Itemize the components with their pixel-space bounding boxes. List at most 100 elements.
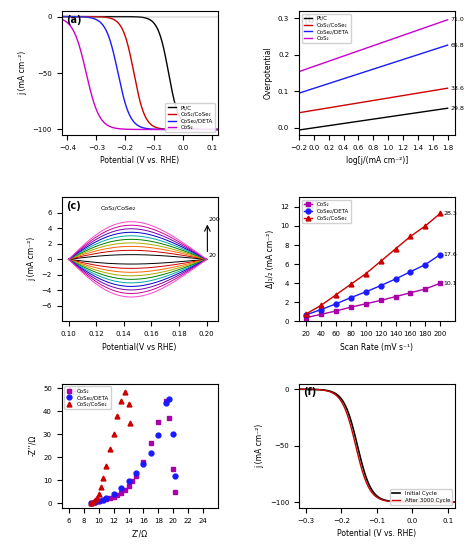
CoS₂/CoSe₂ bbox=[94, 495, 100, 501]
Initial Cycle bbox=[306, 386, 311, 393]
CoS₂ bbox=[92, 498, 98, 505]
CoSe₂/DETA bbox=[303, 311, 309, 318]
CoS₂ bbox=[348, 304, 354, 310]
Initial Cycle bbox=[430, 499, 436, 506]
Legend: Pt/C, CoS₂/CoSe₂, CoSe₂/DETA, CoS₂: Pt/C, CoS₂/CoSe₂, CoSe₂/DETA, CoS₂ bbox=[165, 103, 215, 132]
CoS₂/CoSe₂ bbox=[422, 223, 428, 229]
Text: CoS₂/CoSe₂: CoS₂/CoSe₂ bbox=[100, 206, 136, 211]
After 3000 Cycle bbox=[306, 386, 311, 393]
CoS₂/CoSe₂ bbox=[107, 446, 113, 453]
CoS₂/CoSe₂ bbox=[378, 258, 383, 264]
Text: 20: 20 bbox=[209, 253, 216, 258]
Text: (f): (f) bbox=[304, 387, 317, 397]
Line: CoS₂: CoS₂ bbox=[89, 399, 177, 505]
Legend: Pt/C, CoS₂/CoSe₂, CoSe₂/DETA, CoS₂: Pt/C, CoS₂/CoSe₂, CoSe₂/DETA, CoS₂ bbox=[301, 14, 351, 43]
Line: CoS₂: CoS₂ bbox=[304, 281, 443, 320]
Line: CoS₂/CoSe₂: CoS₂/CoSe₂ bbox=[304, 211, 443, 316]
CoS₂ bbox=[133, 472, 139, 479]
CoSe₂/DETA bbox=[126, 478, 131, 485]
CoS₂/CoSe₂ bbox=[319, 302, 324, 308]
CoSe₂/DETA bbox=[363, 288, 369, 295]
CoS₂ bbox=[122, 486, 128, 493]
Initial Cycle bbox=[296, 386, 302, 393]
CoS₂ bbox=[100, 497, 105, 504]
CoS₂ bbox=[129, 478, 135, 485]
Text: (c): (c) bbox=[66, 201, 81, 211]
Line: CoSe₂/DETA: CoSe₂/DETA bbox=[89, 396, 178, 505]
Y-axis label: j (mA cm⁻²): j (mA cm⁻²) bbox=[18, 51, 27, 95]
CoSe₂/DETA bbox=[103, 495, 109, 501]
CoS₂ bbox=[172, 489, 177, 495]
CoS₂ bbox=[107, 495, 113, 502]
Legend: CoS₂, CoSe₂/DETA, CoS₂/CoSe₂: CoS₂, CoSe₂/DETA, CoS₂/CoSe₂ bbox=[301, 200, 351, 223]
CoS₂/CoSe₂ bbox=[438, 210, 443, 217]
Line: CoSe₂/DETA: CoSe₂/DETA bbox=[304, 252, 443, 317]
Initial Cycle bbox=[395, 498, 401, 505]
CoS₂/CoSe₂ bbox=[103, 463, 109, 470]
CoS₂/CoSe₂ bbox=[348, 281, 354, 287]
CoSe₂/DETA bbox=[408, 269, 413, 275]
CoSe₂/DETA bbox=[393, 276, 399, 282]
CoS₂/CoSe₂ bbox=[98, 484, 104, 490]
CoS₂/CoSe₂ bbox=[100, 474, 106, 481]
CoS₂ bbox=[155, 418, 161, 425]
CoS₂/CoSe₂ bbox=[333, 292, 339, 298]
CoSe₂/DETA bbox=[100, 496, 105, 503]
CoSe₂/DETA bbox=[89, 500, 94, 506]
CoS₂/CoSe₂ bbox=[127, 419, 133, 426]
Text: (e): (e) bbox=[66, 387, 82, 397]
CoS₂ bbox=[103, 496, 109, 503]
X-axis label: Potential (V vs. RHE): Potential (V vs. RHE) bbox=[100, 156, 179, 165]
CoS₂/CoSe₂ bbox=[111, 431, 117, 437]
CoSe₂/DETA bbox=[111, 491, 117, 497]
CoSe₂/DETA bbox=[148, 449, 154, 456]
CoSe₂/DETA bbox=[170, 431, 176, 437]
After 3000 Cycle bbox=[387, 498, 392, 505]
CoSe₂/DETA bbox=[166, 395, 172, 402]
X-axis label: Scan Rate (mV s⁻¹): Scan Rate (mV s⁻¹) bbox=[340, 343, 413, 352]
After 3000 Cycle bbox=[391, 498, 397, 505]
CoS₂ bbox=[363, 300, 369, 307]
Text: 33.6: 33.6 bbox=[451, 86, 465, 91]
CoS₂/CoSe₂ bbox=[303, 311, 309, 317]
CoS₂/CoSe₂ bbox=[408, 233, 413, 240]
After 3000 Cycle bbox=[414, 499, 420, 506]
X-axis label: Potential (V vs. RHE): Potential (V vs. RHE) bbox=[337, 529, 417, 538]
Initial Cycle bbox=[452, 499, 458, 506]
After 3000 Cycle bbox=[430, 499, 436, 506]
CoS₂ bbox=[393, 293, 399, 300]
Text: 71.0: 71.0 bbox=[451, 17, 465, 22]
CoSe₂/DETA bbox=[348, 294, 354, 301]
X-axis label: Z’/Ω: Z’/Ω bbox=[132, 529, 148, 538]
CoS₂/CoSe₂ bbox=[96, 491, 101, 497]
CoSe₂/DETA bbox=[173, 472, 178, 479]
Text: (a): (a) bbox=[66, 15, 82, 25]
CoS₂ bbox=[111, 494, 117, 500]
Y-axis label: Overpotential: Overpotential bbox=[264, 46, 273, 99]
CoS₂ bbox=[303, 314, 309, 321]
CoS₂ bbox=[115, 492, 120, 498]
CoS₂ bbox=[89, 500, 94, 506]
Initial Cycle bbox=[414, 499, 420, 506]
Text: 29.8: 29.8 bbox=[451, 106, 465, 111]
CoS₂/CoSe₂ bbox=[118, 397, 124, 404]
After 3000 Cycle bbox=[452, 499, 458, 506]
Initial Cycle bbox=[391, 498, 397, 505]
X-axis label: log[j/(mA cm⁻²)]: log[j/(mA cm⁻²)] bbox=[346, 156, 408, 165]
Text: 200: 200 bbox=[209, 217, 220, 222]
CoSe₂/DETA bbox=[133, 470, 139, 477]
CoSe₂/DETA bbox=[378, 282, 383, 289]
Legend: CoS₂, CoSe₂/DETA, CoS₂/CoSe₂: CoS₂, CoSe₂/DETA, CoS₂/CoSe₂ bbox=[64, 387, 111, 409]
CoS₂/CoSe₂ bbox=[126, 401, 131, 407]
CoS₂ bbox=[319, 311, 324, 318]
CoS₂ bbox=[333, 307, 339, 314]
Y-axis label: j (mA cm⁻²): j (mA cm⁻²) bbox=[255, 424, 264, 468]
CoSe₂/DETA bbox=[163, 400, 169, 406]
CoS₂ bbox=[166, 415, 172, 422]
Legend: Initial Cycle, After 3000 Cycle: Initial Cycle, After 3000 Cycle bbox=[390, 489, 452, 505]
CoS₂ bbox=[148, 440, 154, 447]
Line: After 3000 Cycle: After 3000 Cycle bbox=[299, 389, 455, 502]
Text: (b): (b) bbox=[304, 15, 320, 25]
CoS₂ bbox=[170, 465, 176, 472]
Line: CoS₂/CoSe₂: CoS₂/CoSe₂ bbox=[89, 389, 132, 505]
